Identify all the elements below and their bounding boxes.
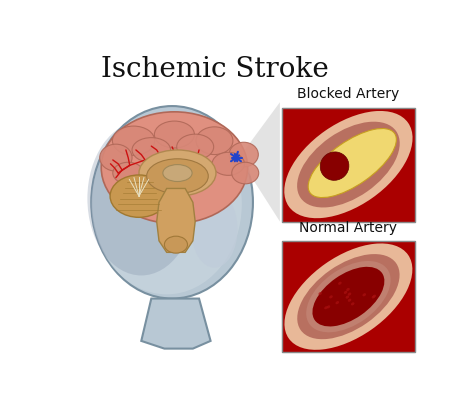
Ellipse shape <box>348 292 351 296</box>
Ellipse shape <box>110 175 168 217</box>
Ellipse shape <box>320 152 349 180</box>
Ellipse shape <box>112 126 155 155</box>
Ellipse shape <box>113 162 144 184</box>
Ellipse shape <box>284 243 412 350</box>
Ellipse shape <box>351 302 355 306</box>
Ellipse shape <box>196 127 233 155</box>
Text: Normal Artery: Normal Artery <box>300 220 397 235</box>
Ellipse shape <box>229 142 258 167</box>
Ellipse shape <box>346 296 349 299</box>
Ellipse shape <box>336 301 339 304</box>
Ellipse shape <box>191 191 237 268</box>
Polygon shape <box>141 299 210 348</box>
Ellipse shape <box>324 306 328 309</box>
Ellipse shape <box>312 267 384 326</box>
Ellipse shape <box>348 299 351 302</box>
Ellipse shape <box>372 295 375 299</box>
Ellipse shape <box>100 144 132 171</box>
Ellipse shape <box>306 261 391 332</box>
Ellipse shape <box>155 121 194 148</box>
Polygon shape <box>282 108 415 222</box>
Ellipse shape <box>338 282 342 285</box>
Ellipse shape <box>91 113 242 294</box>
Ellipse shape <box>101 112 247 223</box>
Ellipse shape <box>284 111 412 218</box>
Polygon shape <box>282 241 415 353</box>
Polygon shape <box>239 102 280 222</box>
Polygon shape <box>282 241 415 353</box>
Ellipse shape <box>308 128 396 198</box>
Ellipse shape <box>329 295 333 299</box>
Ellipse shape <box>346 288 350 291</box>
Ellipse shape <box>212 152 245 175</box>
Text: Ischemic Stroke: Ischemic Stroke <box>100 56 328 83</box>
Ellipse shape <box>344 291 347 294</box>
Ellipse shape <box>164 236 188 253</box>
Ellipse shape <box>139 150 216 196</box>
Ellipse shape <box>163 164 192 182</box>
Polygon shape <box>157 189 195 252</box>
Ellipse shape <box>373 294 376 298</box>
Ellipse shape <box>87 121 195 275</box>
Ellipse shape <box>319 292 322 295</box>
Text: Blocked Artery: Blocked Artery <box>297 88 400 101</box>
Ellipse shape <box>146 159 208 193</box>
Polygon shape <box>282 108 415 222</box>
Ellipse shape <box>232 162 259 184</box>
Ellipse shape <box>91 106 253 299</box>
Ellipse shape <box>177 134 214 160</box>
Ellipse shape <box>297 122 400 207</box>
Ellipse shape <box>327 305 330 308</box>
Ellipse shape <box>363 293 366 297</box>
Ellipse shape <box>132 138 171 162</box>
Ellipse shape <box>297 254 400 339</box>
